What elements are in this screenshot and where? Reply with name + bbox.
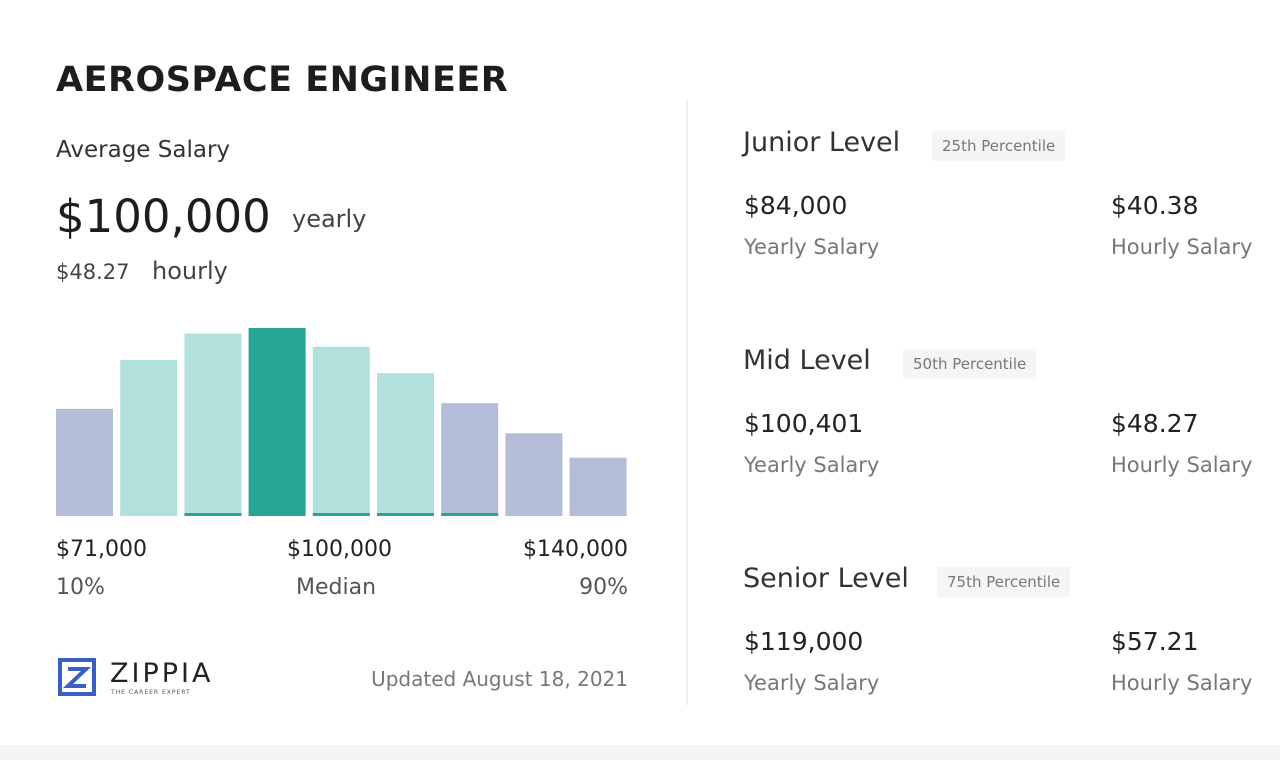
bar-2 [120, 359, 178, 516]
percentile-badge: 50th Percentile [903, 349, 1037, 379]
bar-underline-7 [441, 513, 499, 516]
level-name: Mid Level [743, 345, 871, 376]
hourly-label: hourly [152, 257, 228, 285]
level-name: Junior Level [743, 127, 901, 158]
bar-4 [248, 328, 306, 516]
hourly-salary-label: Hourly Salary [1111, 235, 1253, 259]
brand-name: ZIPPIA [110, 658, 214, 689]
bar-9 [569, 457, 627, 516]
bar-8 [505, 433, 563, 516]
yearly-label: yearly [292, 205, 367, 233]
tick-label-low: $71,000 [56, 537, 147, 562]
zippia-logo[interactable]: ZIPPIA THE CAREER EXPERT [58, 658, 218, 704]
bar-underline-3 [184, 513, 242, 516]
yearly-salary-value: $100,401 [744, 409, 864, 438]
yearly-salary-label: Yearly Salary [744, 453, 880, 477]
divider [686, 100, 688, 705]
hourly-salary-label: Hourly Salary [1111, 671, 1253, 695]
average-salary-label: Average Salary [56, 137, 231, 163]
bar-7 [441, 403, 499, 516]
yearly-salary-value: $84,000 [744, 191, 848, 220]
yearly-salary-label: Yearly Salary [744, 671, 880, 695]
bar-3 [184, 333, 242, 516]
average-hourly-value: $48.27 [56, 260, 130, 284]
salary-distribution-chart [56, 328, 627, 516]
tick-label-high: $140,000 [523, 537, 628, 562]
percentile-badge: 25th Percentile [932, 131, 1066, 161]
bar-underline-6 [377, 513, 434, 516]
yearly-salary-value: $119,000 [744, 627, 864, 656]
tick-sub-median: Median [296, 575, 377, 600]
bar-6 [377, 373, 434, 516]
brand-tagline: THE CAREER EXPERT [111, 689, 191, 696]
tick-label-median: $100,000 [287, 537, 392, 562]
level-name: Senior Level [743, 563, 909, 594]
bar-1 [56, 408, 113, 516]
page-title: AEROSPACE ENGINEER [56, 60, 509, 100]
percentile-badge: 75th Percentile [937, 567, 1071, 597]
tick-sub-high: 90% [579, 575, 628, 600]
bar-5 [312, 346, 370, 516]
average-yearly-value: $100,000 [56, 190, 271, 243]
tick-sub-low: 10% [56, 575, 105, 600]
updated-date: Updated August 18, 2021 [371, 667, 628, 691]
hourly-salary-value: $40.38 [1111, 191, 1199, 220]
hourly-salary-value: $57.21 [1111, 627, 1199, 656]
zippia-z-icon [58, 658, 96, 696]
yearly-salary-label: Yearly Salary [744, 235, 880, 259]
bar-underline-5 [312, 513, 370, 516]
hourly-salary-value: $48.27 [1111, 409, 1199, 438]
hourly-salary-label: Hourly Salary [1111, 453, 1253, 477]
